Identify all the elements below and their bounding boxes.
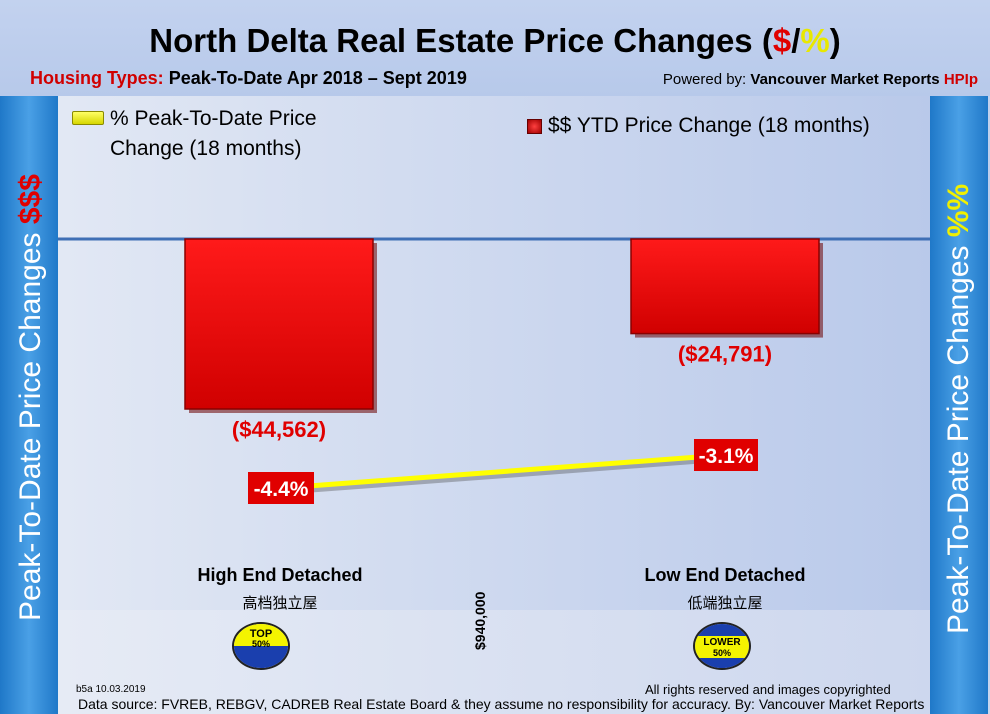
chart-title: North Delta Real Estate Price Changes ($… (149, 22, 841, 59)
bar-0 (184, 238, 374, 410)
footer-source: Data source: FVREB, REBGV, CADREB Real E… (78, 696, 925, 712)
header (0, 0, 990, 96)
legend-dollar: $$ YTD Price Change (18 months) (548, 114, 870, 137)
category-sub-high: 高档独立屋 (242, 595, 318, 612)
pct-label-box-0 (248, 472, 314, 504)
pct-label-0: -4.4% (254, 478, 309, 501)
left-axis-panel: Peak-To-Date Price Changes $$$ (0, 96, 58, 714)
bar-value-label-1: ($24,791) (678, 342, 772, 367)
legend-pct: % Peak-To-Date Price Change (18 months) (110, 107, 317, 160)
category-sub-low: 低端独立屋 (687, 595, 763, 612)
pct-label-1: -3.1% (699, 445, 754, 468)
top-50-badge: TOP 50% (232, 622, 290, 670)
pct-line (281, 452, 726, 491)
bar-1 (630, 238, 820, 335)
pct-line-shadow (283, 454, 728, 495)
powered-by: Powered by: Vancouver Market Reports HPI… (662, 71, 978, 88)
divider-price-label: $940,000 (472, 591, 488, 650)
legend-bar-swatch (527, 119, 542, 134)
category-label-low: Low End Detached (644, 565, 806, 585)
bar-value-label-0: ($44,562) (232, 417, 326, 442)
pct-label-box-1 (694, 439, 758, 471)
footer-code: b5a 10.03.2019 (76, 684, 146, 695)
category-label-high: High End Detached (197, 565, 363, 585)
subtitle: Housing Types: Peak-To-Date Apr 2018 – S… (30, 68, 467, 88)
legend-line-swatch (72, 111, 104, 125)
lower-50-badge: LOWER 50% (693, 622, 751, 670)
right-axis-panel: Peak-To-Date Price Changes %% (930, 96, 988, 714)
bottom-band (58, 610, 930, 714)
footer-rights: All rights reserved and images copyright… (645, 682, 891, 697)
